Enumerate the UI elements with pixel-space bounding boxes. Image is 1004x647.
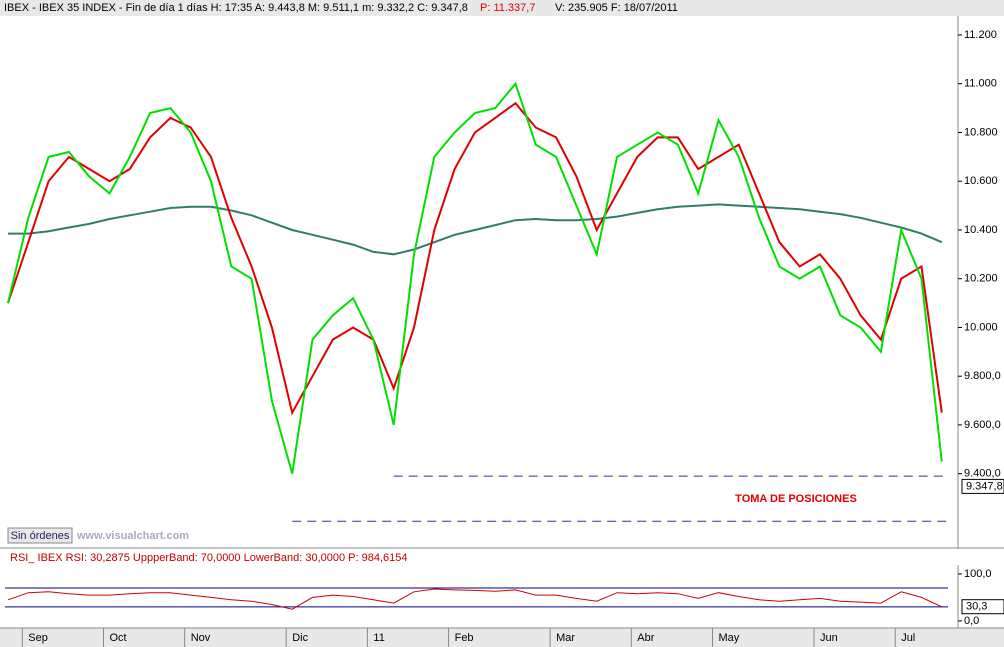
orders-button-label[interactable]: Sin órdenes (11, 530, 70, 542)
last-value-box (961, 478, 1004, 494)
x-tick-label: Abr (637, 632, 654, 644)
x-tick-label: Jul (901, 632, 915, 644)
x-tick-label: Mar (556, 632, 575, 644)
y-tick-label: 100,0 (964, 568, 992, 580)
header-text: IBEX - IBEX 35 INDEX - Fin de día 1 días… (4, 2, 468, 14)
y-tick-label: 10.200 (964, 273, 998, 285)
orders-button[interactable] (7, 527, 73, 544)
y-tick-label: 9.600,0 (964, 419, 1001, 431)
y-tick-label: 10.400 (964, 224, 998, 236)
rsi-title: RSI_ IBEX RSI: 30,2875 UppperBand: 70,00… (10, 552, 408, 564)
y-tick-label: 11.200 (964, 29, 997, 41)
x-tick-label: Dic (292, 632, 308, 644)
series-line (8, 203, 943, 256)
x-tick-label: Jun (820, 632, 838, 644)
x-tick-label: Oct (110, 632, 127, 644)
x-tick-label: 11 (373, 632, 384, 644)
x-tick-label: Sep (28, 632, 48, 644)
watermark: www.visualchart.com (76, 530, 189, 542)
series-line (7, 101, 943, 416)
last-value-label: 30,3 (966, 601, 987, 613)
y-tick-label: 0,0 (964, 615, 979, 627)
x-tick-label: Nov (191, 632, 211, 644)
rsi-header-bar (0, 549, 1004, 565)
last-value-box (961, 599, 1004, 615)
series-line (7, 588, 943, 610)
annotation: TOMA DE POSICIONES (735, 493, 857, 505)
last-value-label: 9.347,8 (966, 480, 1003, 492)
y-tick-label: 9.400,0 (964, 468, 1001, 480)
y-tick-label: 10.000 (964, 321, 998, 333)
y-tick-label: 10.600 (964, 175, 998, 187)
header-bar (0, 0, 1004, 16)
series-line (7, 81, 943, 474)
header-p: P: 11.337,7 (480, 2, 535, 14)
x-tick-label: Feb (455, 632, 474, 644)
y-tick-label: 9.800,0 (964, 370, 1001, 382)
y-tick-label: 10.800 (964, 126, 998, 138)
x-tick-label: May (719, 632, 740, 644)
header-tail: V: 235.905 F: 18/07/2011 (555, 2, 678, 14)
x-axis-bar (0, 628, 1004, 647)
y-tick-label: 11.000 (964, 78, 997, 90)
